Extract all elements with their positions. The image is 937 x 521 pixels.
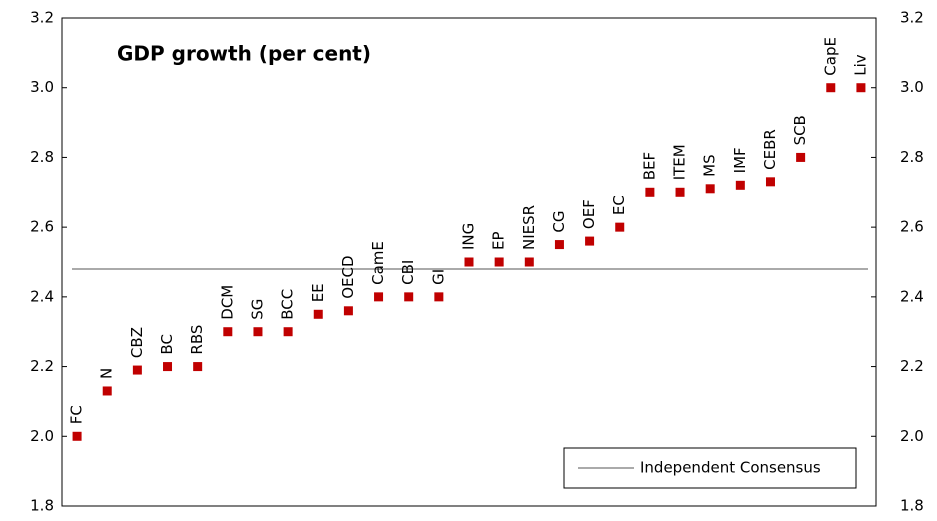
y2-tick-label: 1.8 bbox=[900, 497, 924, 515]
point bbox=[223, 327, 233, 337]
point-label: SCB bbox=[791, 115, 809, 145]
point-label: CBZ bbox=[128, 327, 146, 358]
point-label: N bbox=[98, 368, 116, 379]
point bbox=[826, 83, 836, 93]
y-tick-label: 3.0 bbox=[30, 78, 54, 96]
point bbox=[132, 365, 142, 375]
y2-tick-label: 2.2 bbox=[900, 357, 924, 375]
point bbox=[404, 292, 414, 302]
point bbox=[193, 362, 203, 372]
y2-tick-label: 2.6 bbox=[900, 218, 924, 236]
point-label: EP bbox=[490, 231, 508, 250]
point bbox=[615, 222, 625, 232]
y2-tick-label: 3.2 bbox=[900, 9, 924, 27]
point bbox=[554, 240, 564, 250]
point-label: MS bbox=[701, 154, 719, 176]
y-tick-label: 2.6 bbox=[30, 218, 54, 236]
legend-label: Independent Consensus bbox=[640, 459, 821, 477]
point bbox=[796, 152, 806, 162]
y2-tick-label: 2.0 bbox=[900, 427, 924, 445]
point-label: RBS bbox=[188, 325, 206, 355]
point bbox=[343, 306, 353, 316]
point-label: DCM bbox=[218, 285, 236, 320]
point bbox=[675, 187, 685, 197]
point bbox=[765, 177, 775, 187]
y2-tick-label: 2.8 bbox=[900, 148, 924, 166]
y-tick-label: 2.4 bbox=[30, 287, 54, 305]
point-label: EE bbox=[309, 283, 327, 302]
y-tick-label: 2.0 bbox=[30, 427, 54, 445]
point bbox=[102, 386, 112, 396]
point-label: ITEM bbox=[671, 144, 689, 180]
point-label: BC bbox=[158, 334, 176, 355]
point bbox=[705, 184, 715, 194]
point-label: CEBR bbox=[761, 129, 779, 170]
y2-tick-label: 2.4 bbox=[900, 287, 924, 305]
y-tick-label: 1.8 bbox=[30, 497, 54, 515]
chart-title: GDP growth (per cent) bbox=[117, 42, 371, 66]
y-tick-label: 3.2 bbox=[30, 9, 54, 27]
point bbox=[283, 327, 293, 337]
point bbox=[524, 257, 534, 267]
point-label: CBI bbox=[399, 260, 417, 285]
point-label: SG bbox=[248, 299, 266, 320]
point bbox=[163, 362, 173, 372]
point bbox=[253, 327, 263, 337]
point-label: FC bbox=[68, 405, 86, 424]
point-label: CG bbox=[550, 210, 568, 232]
point-label: EC bbox=[610, 195, 628, 215]
point bbox=[464, 257, 474, 267]
y2-tick-label: 3.0 bbox=[900, 78, 924, 96]
point-label: GI bbox=[429, 269, 447, 285]
point-label: IMF bbox=[731, 147, 749, 173]
point bbox=[434, 292, 444, 302]
plot-frame bbox=[61, 17, 877, 507]
point-label: CamE bbox=[369, 241, 387, 285]
point bbox=[585, 236, 595, 246]
point bbox=[72, 431, 82, 441]
point-label: CapE bbox=[821, 37, 839, 76]
point-label: OEF bbox=[580, 199, 598, 229]
point-label: Liv bbox=[851, 54, 869, 76]
point bbox=[494, 257, 504, 267]
point-label: NIESR bbox=[520, 205, 538, 250]
point-label: OECD bbox=[339, 255, 357, 298]
point bbox=[856, 83, 866, 93]
point bbox=[374, 292, 384, 302]
point bbox=[735, 180, 745, 190]
y-tick-label: 2.2 bbox=[30, 357, 54, 375]
point-label: BEF bbox=[640, 152, 658, 180]
point-label: BCC bbox=[279, 289, 297, 320]
point bbox=[313, 309, 323, 319]
point bbox=[645, 187, 655, 197]
point-label: ING bbox=[460, 223, 478, 250]
y-tick-label: 2.8 bbox=[30, 148, 54, 166]
